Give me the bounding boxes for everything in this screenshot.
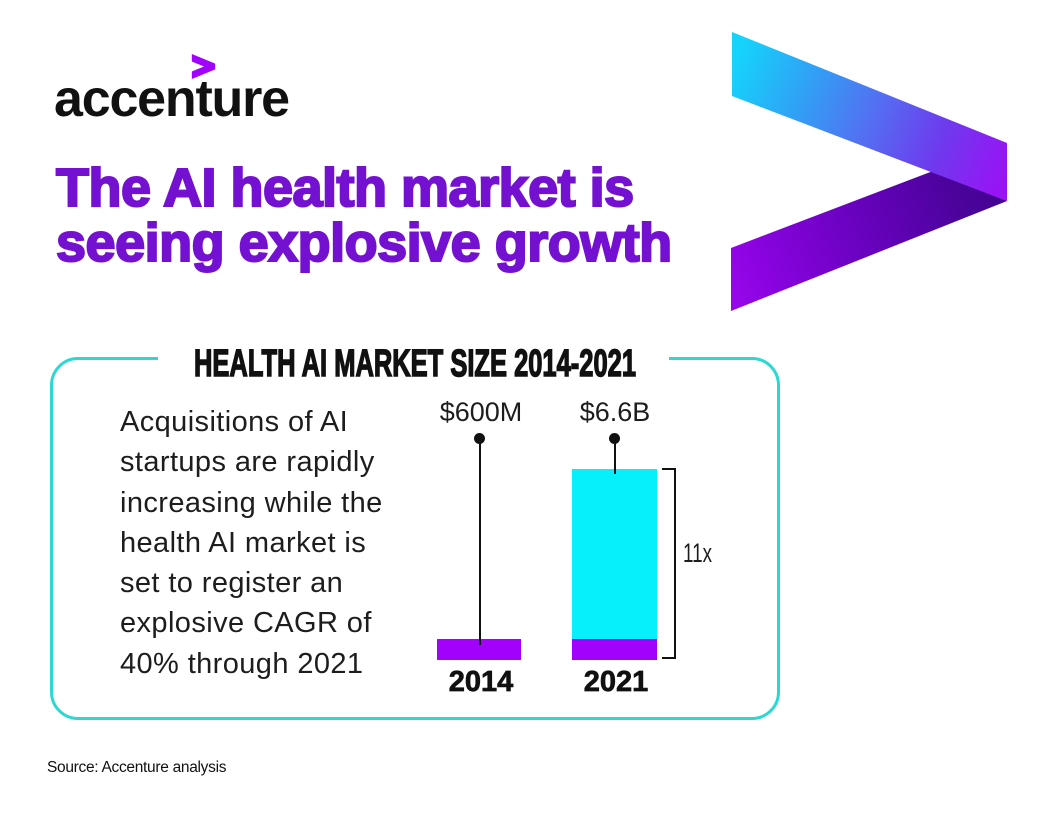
svg-text:11x: 11x bbox=[683, 540, 712, 568]
svg-text:HEALTH AI MARKET SIZE 2014-202: HEALTH AI MARKET SIZE 2014-2021 bbox=[194, 346, 636, 384]
